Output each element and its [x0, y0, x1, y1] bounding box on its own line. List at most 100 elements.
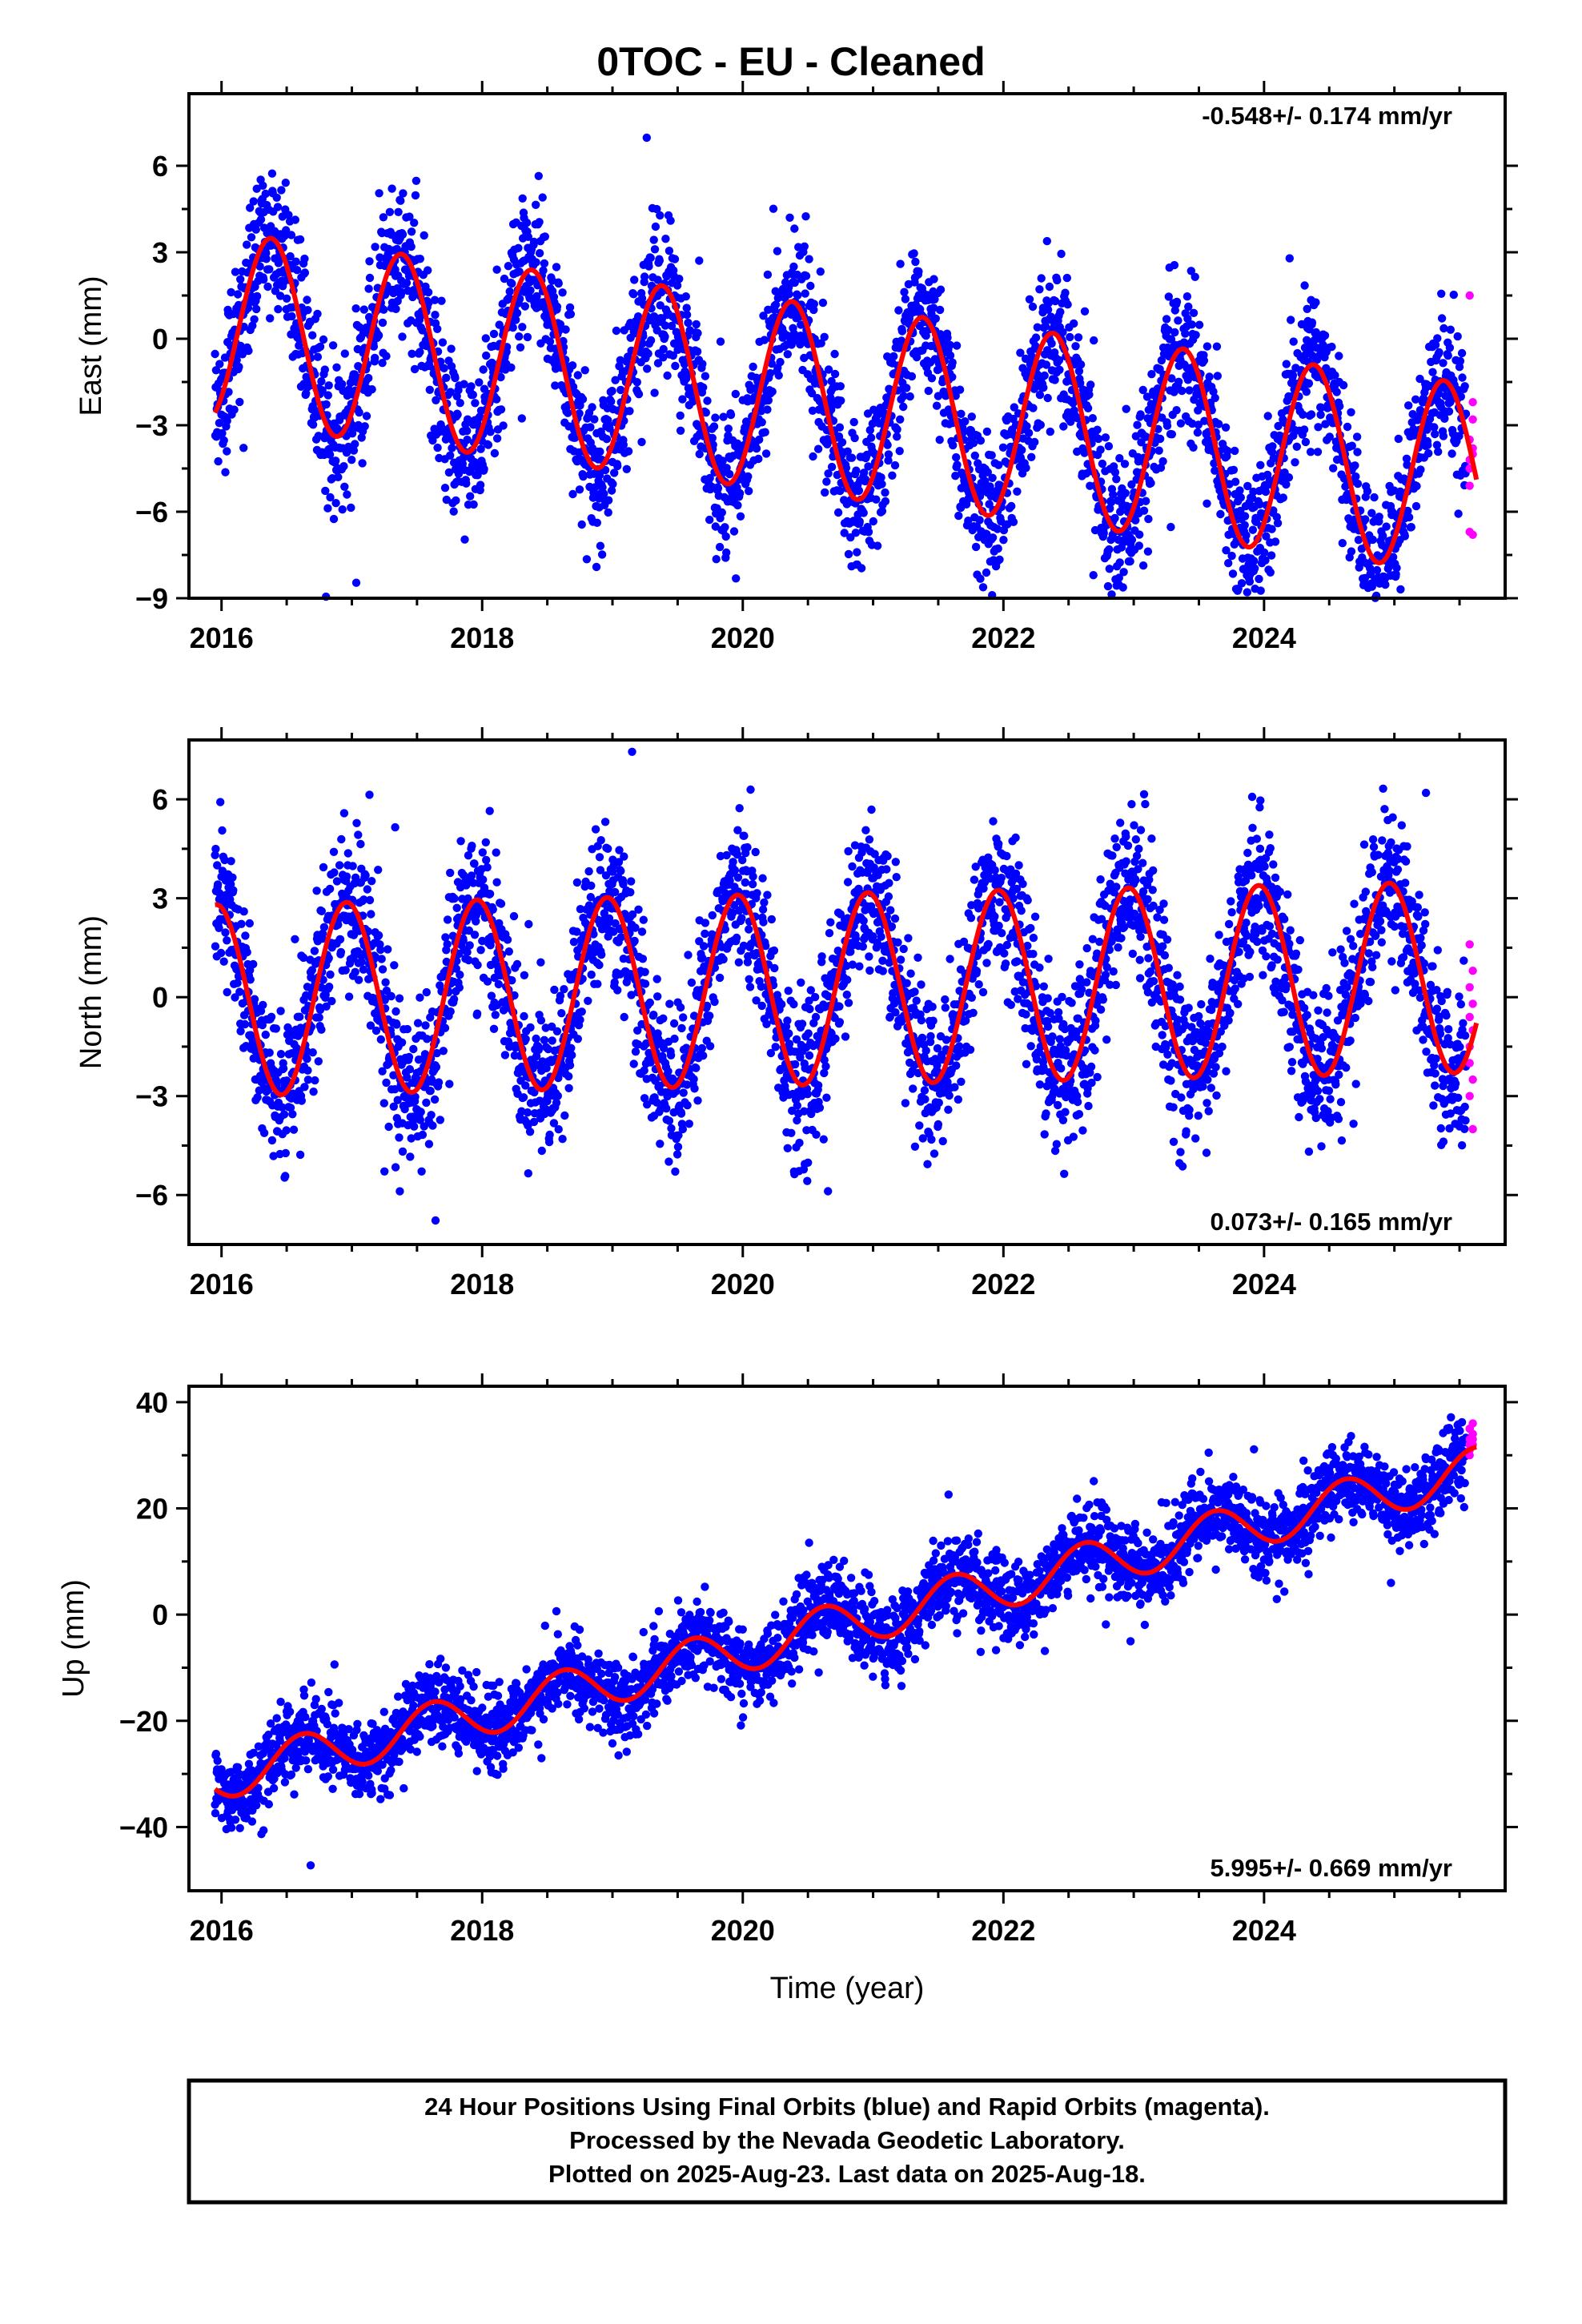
east-final-point-1691 [813, 444, 823, 453]
east-final-point-2719 [1181, 329, 1190, 338]
east-final-point-2447 [1083, 404, 1093, 412]
east-final-point-3163 [1339, 380, 1348, 390]
east-final-point-136 [259, 275, 268, 284]
east-final-point-3021 [1288, 371, 1298, 380]
north-final-point-978 [560, 985, 568, 994]
east-final-point-1584 [776, 357, 785, 367]
east-final-point-648 [442, 373, 451, 382]
east-final-point-2743 [1189, 308, 1199, 317]
east-final-point-3003 [1282, 360, 1291, 368]
north-final-point-1229 [649, 1011, 658, 1019]
north-final-point-351 [335, 935, 345, 944]
east-final-point-2476 [1094, 434, 1103, 444]
east-final-point-1533 [757, 418, 766, 427]
north-final-point-133 [258, 1020, 267, 1030]
east-final-point-2028 [934, 365, 943, 374]
east-final-point-902 [532, 292, 541, 301]
east-final-point-953 [551, 381, 560, 390]
east-final-point-974 [558, 288, 567, 297]
north-final-point-436 [366, 1021, 375, 1030]
east-final-point-3283 [1382, 522, 1391, 531]
east-final-point-2396 [1066, 332, 1074, 342]
east-final-point-3483 [1453, 332, 1462, 341]
east-final-point-98 [246, 203, 255, 212]
north-final-point-646 [441, 933, 450, 942]
east-final-point-3487 [1455, 432, 1464, 440]
east-final-point-1221 [646, 253, 655, 263]
east-final-point-1037 [580, 366, 589, 375]
east-final-point-1948 [905, 392, 914, 401]
east-final-point-2311 [1035, 285, 1044, 294]
east-final-point-3419 [1431, 429, 1439, 439]
east-final-point-2966 [1269, 506, 1278, 515]
east-final-point-3150 [1335, 352, 1343, 360]
east-final-point-2031 [935, 436, 944, 444]
east-model-curve [212, 235, 1480, 565]
east-final-point-3032 [1292, 442, 1302, 451]
east-final-point-183 [275, 292, 285, 300]
east-final-point-729 [471, 399, 480, 408]
east-final-point-1912 [893, 425, 901, 434]
east-final-point-2860 [1231, 477, 1240, 486]
east-final-point-2615 [1143, 547, 1153, 556]
east-final-point-2355 [1050, 296, 1060, 306]
east-final-point-843 [512, 316, 520, 324]
east-final-point-3456 [1443, 351, 1452, 360]
east-final-point-1425 [719, 412, 728, 421]
north-final-point-81 [239, 907, 248, 916]
north-final-point-1370 [699, 942, 709, 951]
east-final-point-3205 [1354, 536, 1363, 545]
east-final-point-1317 [681, 367, 689, 376]
north-final-point-871 [521, 1035, 530, 1043]
north-final-point-786 [491, 1011, 500, 1019]
east-final-point-345 [334, 472, 343, 481]
north-final-point-299 [317, 907, 326, 916]
east-final-point-1953 [907, 372, 917, 381]
east-xtick-label-2016: 2016 [190, 621, 254, 654]
east-final-point-1162 [625, 407, 634, 416]
east-final-point-2781 [1203, 342, 1212, 351]
east-final-point-211 [286, 251, 295, 261]
north-final-point-1067 [591, 825, 600, 834]
east-final-point-1154 [622, 464, 631, 473]
north-final-point-820 [503, 935, 512, 944]
east-final-point-2810 [1213, 372, 1223, 380]
east-final-point-3112 [1321, 420, 1330, 428]
north-final-point-657 [445, 1080, 454, 1088]
east-final-point-2376 [1058, 328, 1067, 336]
east-final-point-790 [492, 265, 501, 274]
east-final-point-1523 [754, 454, 763, 464]
east-final-point-2834 [1222, 546, 1231, 555]
east-final-point-288 [313, 352, 323, 361]
east-final-point-2487 [1098, 459, 1107, 468]
east-final-point-635 [437, 296, 446, 305]
east-final-point-2407 [1070, 319, 1078, 328]
east-final-point-581 [418, 326, 427, 335]
north-final-point-660 [446, 1007, 455, 1016]
east-final-point-2961 [1267, 551, 1276, 560]
east-final-point-700 [460, 535, 469, 544]
north-final-point-558 [410, 1122, 419, 1131]
east-final-point-1296 [673, 281, 682, 290]
east-final-point-1238 [652, 204, 661, 214]
east-final-point-1870 [877, 507, 887, 516]
east-final-point-2060 [946, 340, 954, 349]
east-final-point-3444 [1439, 324, 1448, 333]
east-final-point-381 [347, 503, 355, 513]
north-final-point-342 [332, 877, 342, 886]
east-final-point-1175 [630, 275, 639, 284]
east-final-point-3100 [1316, 403, 1326, 412]
east-final-point-1432 [721, 532, 730, 541]
east-final-point-1562 [768, 387, 777, 396]
north-final-point-640 [439, 1047, 448, 1055]
north-final-point-353 [336, 947, 346, 957]
north-final-point-1082 [596, 836, 605, 845]
north-final-point-505 [391, 822, 400, 832]
north-final-point-49 [228, 873, 237, 883]
east-final-point-3347 [1404, 513, 1414, 522]
north-final-point-362 [339, 809, 349, 818]
east-final-point-835 [508, 323, 517, 332]
east-final-point-1465 [733, 501, 742, 510]
east-final-point-2248 [1013, 487, 1022, 496]
east-final-point-420 [360, 422, 369, 431]
